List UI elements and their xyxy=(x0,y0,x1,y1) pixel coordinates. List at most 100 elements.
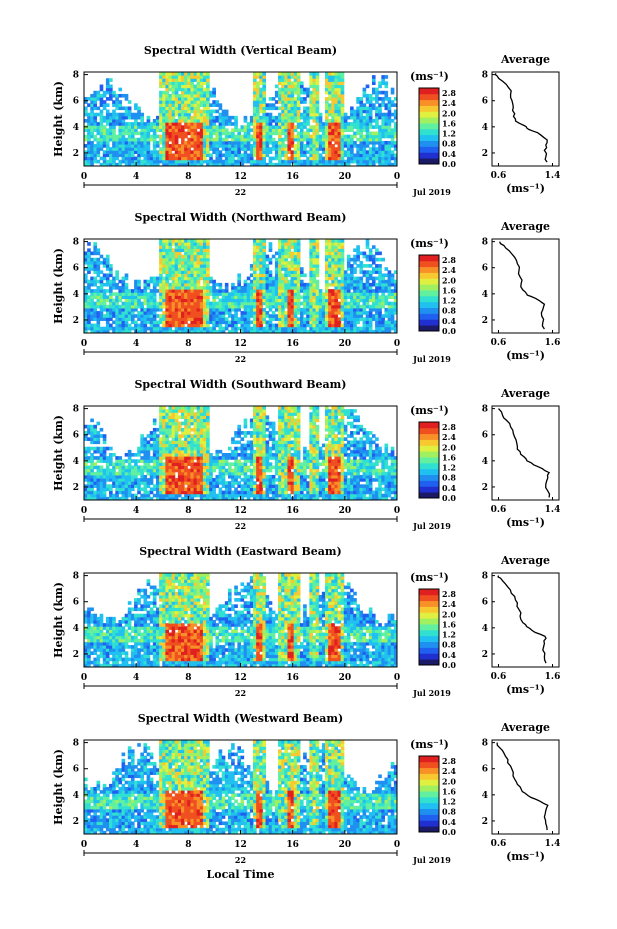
heatmap-cell xyxy=(393,323,398,328)
heatmap-cell xyxy=(184,267,188,271)
colorbar-swatch xyxy=(419,307,439,314)
heatmap-cell xyxy=(234,304,238,309)
heatmap-cell xyxy=(99,125,104,129)
heatmap-cell xyxy=(130,459,135,463)
heatmap-cell xyxy=(265,115,270,120)
heatmap-cell xyxy=(284,314,288,318)
heatmap-cell xyxy=(325,81,329,86)
heatmap-cell xyxy=(340,103,345,107)
heatmap-cell xyxy=(309,137,313,142)
heatmap-cell xyxy=(115,487,119,492)
heatmap-cell xyxy=(190,131,195,136)
heatmap-cell xyxy=(146,481,151,485)
heatmap-cell xyxy=(90,459,94,463)
heatmap-cell xyxy=(209,301,213,306)
heatmap-cell xyxy=(202,100,207,104)
heatmap-cell xyxy=(315,147,320,151)
heatmap-cell xyxy=(96,446,101,451)
heatmap-cell xyxy=(215,134,220,139)
heatmap-cell xyxy=(162,90,166,95)
avg-profile-line xyxy=(494,73,548,163)
heatmap-cell xyxy=(365,245,370,249)
heatmap-cell xyxy=(140,314,144,318)
heatmap-cell xyxy=(375,159,379,164)
heatmap-cell xyxy=(328,103,332,107)
heatmap-cell xyxy=(199,84,204,89)
heatmap-cell xyxy=(146,471,151,476)
heatmap-cell xyxy=(84,295,88,300)
heatmap-cell xyxy=(124,493,129,498)
heatmap-cell xyxy=(331,147,335,151)
heatmap-cell xyxy=(165,307,170,312)
heatmap-cell xyxy=(381,100,385,104)
heatmap-cell xyxy=(118,87,123,92)
heatmap-cell xyxy=(365,282,370,287)
heatmap-cell xyxy=(168,254,173,259)
heatmap-cell xyxy=(181,248,185,253)
heatmap-cell xyxy=(337,112,342,117)
heatmap-cell xyxy=(168,159,173,164)
heatmap-cell xyxy=(127,462,132,467)
heatmap-cell xyxy=(378,267,382,271)
heatmap-cell xyxy=(127,292,132,296)
heatmap-cell xyxy=(299,125,304,129)
heatmap-cell xyxy=(234,137,238,142)
heatmap-cell xyxy=(353,301,357,306)
heatmap-cell xyxy=(196,251,201,256)
heatmap-cell xyxy=(353,279,357,284)
heatmap-cell xyxy=(206,239,210,243)
heatmap-cell xyxy=(278,72,282,76)
heatmap-cell xyxy=(359,251,364,256)
heatmap-cell xyxy=(259,150,263,154)
heatmap-cell xyxy=(325,115,329,120)
heatmap-cell xyxy=(87,97,91,101)
heatmap-cell xyxy=(284,78,288,82)
heatmap-cell xyxy=(190,329,195,334)
heatmap-cell xyxy=(171,468,176,473)
heatmap-cell xyxy=(84,279,88,284)
heatmap-cell xyxy=(337,115,342,120)
heatmap-cell xyxy=(274,131,279,136)
heatmap-cell xyxy=(287,326,292,331)
heatmap-cell xyxy=(287,282,292,287)
heatmap-cell xyxy=(387,112,392,117)
heatmap-cell xyxy=(259,245,263,249)
heatmap-cell xyxy=(168,465,173,470)
heatmap-cell xyxy=(224,307,229,312)
heatmap-cell xyxy=(177,106,182,111)
heatmap-cell xyxy=(224,119,229,123)
heatmap-cell xyxy=(337,137,342,142)
heatmap-cell xyxy=(96,314,101,318)
heatmap-cell xyxy=(206,78,210,82)
heatmap-cell xyxy=(127,115,132,120)
heatmap-cell xyxy=(181,289,185,293)
heatmap-cell xyxy=(96,90,101,95)
heatmap-cell xyxy=(171,100,176,104)
heatmap-cell xyxy=(96,304,101,309)
heatmap-cell xyxy=(378,109,382,114)
heatmap-cell xyxy=(325,103,329,107)
heatmap-cell xyxy=(202,72,207,76)
heatmap-cell xyxy=(359,125,364,129)
heatmap-cell xyxy=(112,462,116,467)
heatmap-cell xyxy=(155,320,160,325)
heatmap-cell xyxy=(90,427,94,432)
heatmap-cell xyxy=(112,134,116,139)
heatmap-cell xyxy=(246,298,251,303)
heatmap-cell xyxy=(93,304,98,309)
heatmap-cell xyxy=(162,257,166,262)
heatmap-cell xyxy=(299,270,304,274)
heatmap-cell xyxy=(105,147,110,151)
heatmap-cell xyxy=(331,112,335,117)
heatmap-cell xyxy=(378,131,382,136)
heatmap-cell xyxy=(303,90,307,95)
heatmap-cell xyxy=(165,446,170,451)
heatmap-cell xyxy=(159,103,163,107)
heatmap-cell xyxy=(237,144,241,148)
heatmap-cell xyxy=(112,304,116,309)
heatmap-cell xyxy=(171,75,176,79)
heatmap-cell xyxy=(177,97,182,101)
heatmap-cell xyxy=(162,484,166,488)
heatmap-cell xyxy=(281,153,285,158)
heatmap-cell xyxy=(134,326,138,331)
